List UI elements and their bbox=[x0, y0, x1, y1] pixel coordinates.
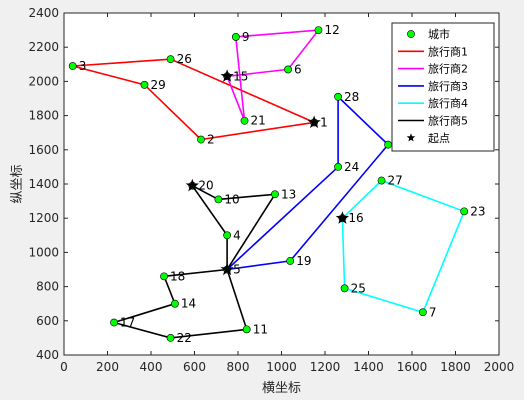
city-label: 19 bbox=[296, 254, 311, 268]
city-marker bbox=[160, 272, 168, 281]
x-tick-label: 1400 bbox=[353, 360, 384, 374]
city-label: 16 bbox=[348, 211, 363, 225]
y-tick-label: 1000 bbox=[28, 245, 59, 259]
route-line-1 bbox=[72, 58, 315, 141]
city-marker bbox=[418, 308, 427, 317]
city-marker bbox=[197, 135, 205, 144]
city-marker bbox=[340, 284, 349, 293]
legend-label: 城市 bbox=[428, 27, 450, 41]
city-label: 14 bbox=[181, 297, 196, 311]
city-label: 3 bbox=[79, 59, 87, 73]
start-star bbox=[220, 69, 234, 82]
city-marker bbox=[223, 231, 232, 240]
city-marker bbox=[171, 299, 179, 308]
x-tick-label: 400 bbox=[140, 360, 163, 374]
y-tick-label: 400 bbox=[36, 348, 59, 362]
y-tick-label: 800 bbox=[36, 280, 59, 294]
city-marker bbox=[166, 55, 175, 64]
legend-label: 旅行商1 bbox=[428, 44, 468, 58]
legend-label: 起点 bbox=[428, 132, 450, 145]
city-marker bbox=[68, 62, 77, 70]
city-label: 15 bbox=[233, 69, 248, 83]
x-tick-label: 1200 bbox=[310, 360, 341, 374]
city-label: 27 bbox=[388, 174, 403, 188]
city-label: 21 bbox=[251, 114, 266, 128]
y-axis-title: 纵坐标 bbox=[10, 164, 25, 203]
city-marker bbox=[460, 207, 469, 216]
legend bbox=[391, 22, 495, 152]
city-label: 23 bbox=[470, 204, 485, 218]
city-marker bbox=[377, 176, 386, 185]
city-marker bbox=[384, 140, 392, 149]
x-tick-label: 800 bbox=[227, 360, 250, 374]
y-tick-label: 1600 bbox=[28, 143, 59, 157]
start-star bbox=[185, 178, 199, 192]
city-label: 2 bbox=[207, 133, 215, 147]
x-tick-label: 600 bbox=[183, 360, 206, 374]
city-marker bbox=[242, 325, 251, 334]
city-label: 5 bbox=[233, 263, 241, 277]
city-label: 22 bbox=[177, 331, 192, 345]
city-marker bbox=[286, 257, 295, 265]
city-marker bbox=[314, 26, 323, 34]
y-tick-label: 2000 bbox=[28, 74, 59, 88]
city-label: 12 bbox=[324, 23, 339, 37]
city-label: 18 bbox=[170, 269, 185, 283]
legend-label: 旅行商4 bbox=[428, 96, 468, 110]
city-marker bbox=[166, 333, 175, 342]
city-label: 1 bbox=[320, 115, 328, 129]
city-marker bbox=[334, 92, 342, 101]
legend-label: 旅行商5 bbox=[428, 114, 468, 128]
route-line-4 bbox=[341, 179, 466, 314]
city-label: 25 bbox=[351, 281, 366, 295]
city-label: 9 bbox=[242, 30, 250, 44]
route-line-5 bbox=[111, 184, 277, 339]
city-label: 26 bbox=[177, 52, 192, 66]
city-marker bbox=[231, 33, 240, 41]
legend-swatch bbox=[406, 133, 416, 142]
y-tick-label: 1400 bbox=[28, 177, 59, 191]
city-marker bbox=[140, 80, 149, 89]
city-label: 20 bbox=[198, 179, 213, 193]
city-marker bbox=[240, 116, 249, 125]
y-tick-label: 2400 bbox=[28, 6, 59, 20]
y-tick-label: 600 bbox=[36, 314, 59, 328]
city-label: 29 bbox=[150, 78, 165, 92]
x-tick-label: 0 bbox=[60, 360, 68, 374]
x-tick-label: 1000 bbox=[266, 360, 297, 374]
route-line-3 bbox=[226, 94, 390, 271]
city-label: 13 bbox=[281, 187, 296, 201]
route-line-2 bbox=[226, 29, 321, 121]
x-tick-label: 2000 bbox=[484, 360, 515, 374]
city-label: 24 bbox=[344, 160, 359, 174]
x-tick-label: 1600 bbox=[397, 360, 428, 374]
city-label: 7 bbox=[429, 305, 437, 319]
city-label: 11 bbox=[253, 322, 268, 336]
x-axis-title: 横坐标 bbox=[262, 381, 301, 396]
y-tick-label: 2200 bbox=[28, 40, 59, 54]
x-tick-label: 200 bbox=[96, 360, 119, 374]
city-label: 4 bbox=[233, 228, 241, 242]
y-tick-label: 1800 bbox=[28, 109, 59, 123]
start-star bbox=[307, 115, 321, 129]
x-tick-label: 1800 bbox=[440, 360, 471, 374]
city-marker bbox=[334, 162, 342, 171]
city-label: 6 bbox=[294, 62, 302, 76]
city-label: 17 bbox=[120, 316, 135, 330]
y-tick-label: 1200 bbox=[28, 211, 59, 225]
city-label: 10 bbox=[224, 192, 239, 206]
legend-swatch bbox=[407, 30, 415, 38]
city-marker bbox=[271, 190, 279, 199]
start-star bbox=[335, 211, 350, 224]
city-marker bbox=[110, 318, 118, 327]
start-star bbox=[220, 262, 234, 276]
legend-label: 旅行商2 bbox=[428, 62, 468, 76]
city-marker bbox=[214, 195, 223, 204]
city-label: 28 bbox=[344, 90, 359, 104]
city-marker bbox=[284, 65, 292, 74]
legend-label: 旅行商3 bbox=[428, 79, 468, 93]
